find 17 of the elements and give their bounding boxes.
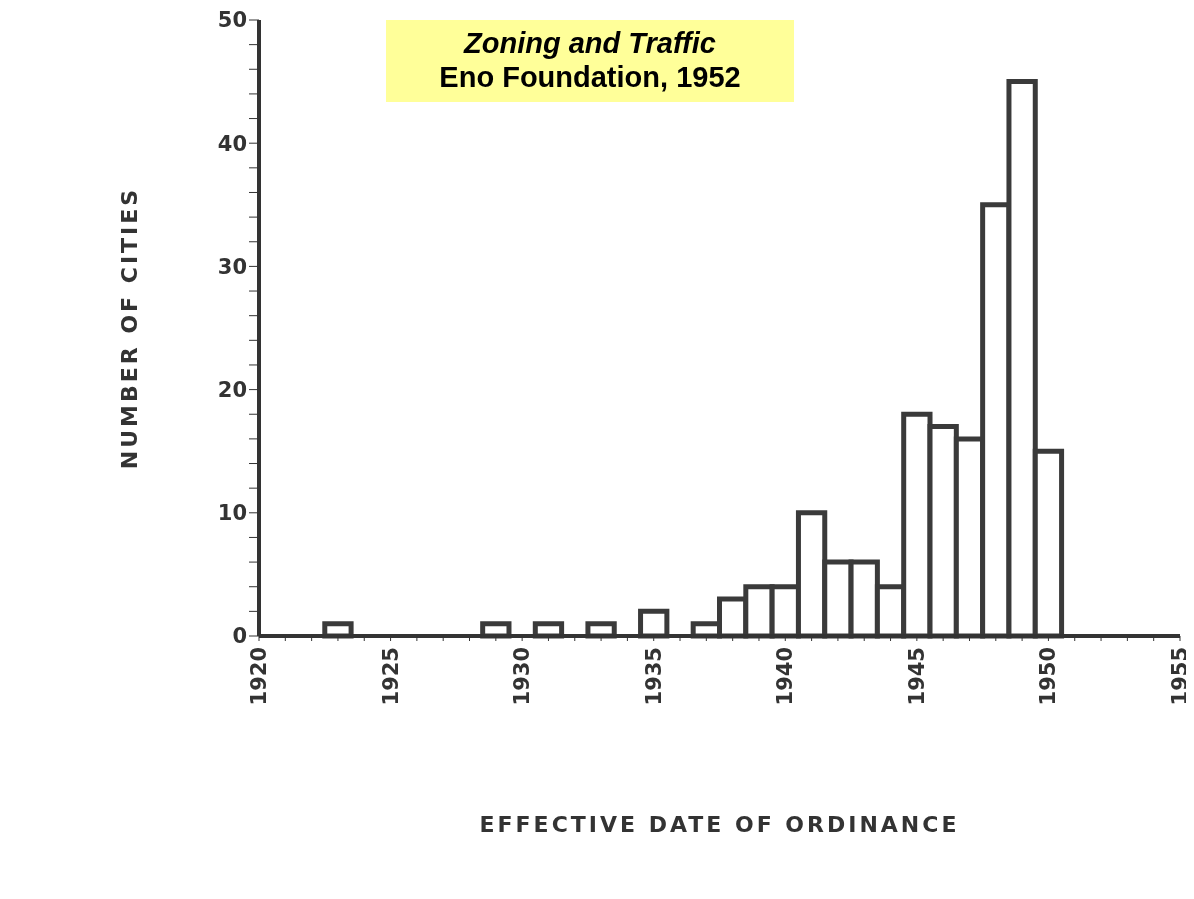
y-tick-label: 50 [217,8,247,33]
y-tick-label: 20 [217,378,247,403]
x-tick-label: 1925 [378,647,403,706]
x-tick-label: 1930 [510,647,535,706]
x-axis-title: EFFECTIVE DATE OF ORDINANCE [479,811,960,837]
x-tick-label: 1935 [641,647,666,706]
y-tick-label: 40 [217,131,247,156]
x-tick-label: 1950 [1036,647,1061,706]
x-tick-label: 1945 [904,647,929,706]
title-box: Zoning and Traffic Eno Foundation, 1952 [386,20,794,102]
y-axis-title: NUMBER OF CITIES [116,186,142,470]
y-tick-label: 0 [232,624,247,649]
chart-title: Zoning and Traffic [462,26,717,60]
y-tick-label: 10 [217,501,247,526]
y-tick-label: 30 [217,254,247,279]
x-tick-label: 1940 [773,647,798,706]
x-tick-label: 1920 [247,647,271,706]
